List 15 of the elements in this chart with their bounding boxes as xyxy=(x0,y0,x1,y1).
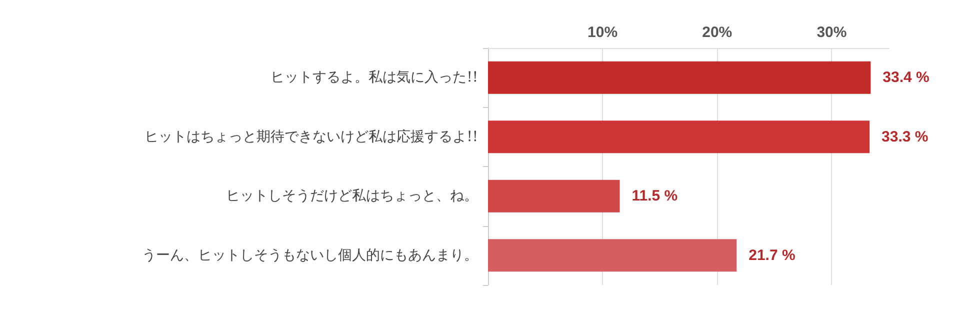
bar xyxy=(488,120,870,154)
bar xyxy=(488,239,737,272)
data-label: 33.3 % xyxy=(882,128,928,146)
bar xyxy=(488,61,871,94)
data-label: 21.7 % xyxy=(748,246,796,264)
data-label: 11.5 % xyxy=(632,188,678,205)
y-tick-label: ヒットするよ。私は気に入った!! xyxy=(270,70,478,86)
y-tick-label: うーん、ヒットしそうもないし個人的にもあんまり。 xyxy=(142,247,478,264)
x-tick-label: 30% xyxy=(816,24,847,41)
x-tick-label: 20% xyxy=(702,24,732,41)
bar xyxy=(488,180,620,212)
x-tick-label: 10% xyxy=(588,24,618,41)
y-tick-label: ヒットはちょっと期待できないけど私は応援するよ!! xyxy=(144,128,478,145)
data-label: 33.4 % xyxy=(882,69,930,86)
y-tick-label: ヒットしそうだけど私はちょっと、ね。 xyxy=(226,188,478,204)
